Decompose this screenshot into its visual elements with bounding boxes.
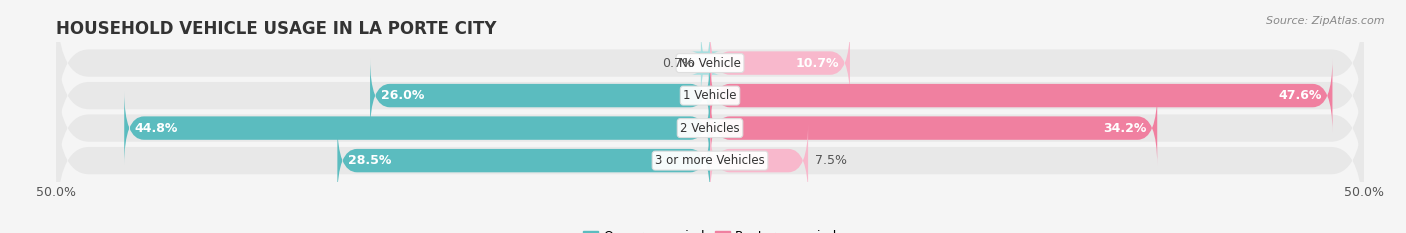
Text: 34.2%: 34.2% — [1104, 122, 1147, 135]
Text: 7.5%: 7.5% — [814, 154, 846, 167]
FancyBboxPatch shape — [370, 58, 710, 133]
FancyBboxPatch shape — [56, 0, 1364, 131]
Text: 2 Vehicles: 2 Vehicles — [681, 122, 740, 135]
Text: HOUSEHOLD VEHICLE USAGE IN LA PORTE CITY: HOUSEHOLD VEHICLE USAGE IN LA PORTE CITY — [56, 20, 496, 38]
Text: 28.5%: 28.5% — [347, 154, 391, 167]
FancyBboxPatch shape — [710, 123, 808, 198]
Text: 3 or more Vehicles: 3 or more Vehicles — [655, 154, 765, 167]
FancyBboxPatch shape — [710, 26, 851, 100]
FancyBboxPatch shape — [56, 61, 1364, 196]
Text: 1 Vehicle: 1 Vehicle — [683, 89, 737, 102]
Legend: Owner-occupied, Renter-occupied: Owner-occupied, Renter-occupied — [578, 225, 842, 233]
FancyBboxPatch shape — [56, 28, 1364, 163]
Text: 0.7%: 0.7% — [662, 57, 695, 70]
FancyBboxPatch shape — [337, 123, 710, 198]
FancyBboxPatch shape — [690, 26, 720, 100]
Text: 10.7%: 10.7% — [796, 57, 839, 70]
Text: No Vehicle: No Vehicle — [679, 57, 741, 70]
Text: 44.8%: 44.8% — [135, 122, 179, 135]
FancyBboxPatch shape — [710, 91, 1157, 165]
FancyBboxPatch shape — [710, 58, 1333, 133]
Text: Source: ZipAtlas.com: Source: ZipAtlas.com — [1267, 16, 1385, 26]
Text: 26.0%: 26.0% — [381, 89, 423, 102]
FancyBboxPatch shape — [124, 91, 710, 165]
Text: 47.6%: 47.6% — [1278, 89, 1322, 102]
FancyBboxPatch shape — [56, 93, 1364, 228]
